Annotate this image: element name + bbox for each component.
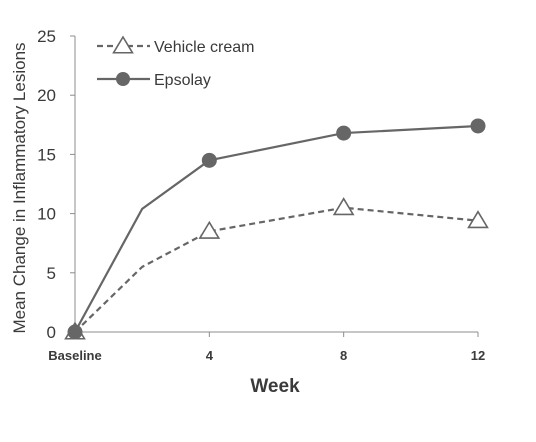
series-layer	[64, 118, 489, 340]
y-tick-label: 0	[47, 323, 56, 342]
legend-marker	[112, 35, 134, 54]
data-point	[67, 324, 83, 340]
data-point	[332, 197, 355, 216]
x-tick-label: 8	[340, 348, 347, 363]
data-point	[467, 210, 489, 229]
data-point	[470, 118, 486, 134]
y-tick-label: 25	[37, 27, 56, 46]
legend-label: Epsolay	[154, 72, 211, 89]
y-tick-label: 10	[37, 205, 56, 224]
y-ticks: 0 5 10 15 20 25	[37, 27, 75, 342]
data-point	[198, 220, 221, 239]
y-axis-title: Mean Change in Inflammatory Lesions	[10, 42, 29, 333]
x-tick-label: Baseline	[48, 348, 101, 363]
series-0	[64, 197, 489, 340]
legend-marker	[116, 72, 130, 86]
x-tick-label: 12	[471, 348, 485, 363]
data-point	[336, 125, 352, 141]
x-tick-label: 4	[206, 348, 214, 363]
x-ticks: Baseline 4 8 12	[48, 332, 485, 363]
y-tick-label: 20	[37, 86, 56, 105]
y-tick-label: 5	[47, 264, 56, 283]
series-line	[74, 124, 479, 333]
series-line	[74, 206, 479, 333]
x-axis-title: Week	[250, 376, 300, 397]
series-1	[67, 118, 486, 340]
legend-item-1: Epsolay	[97, 72, 211, 89]
legend-label: Vehicle cream	[154, 39, 255, 56]
legend: Vehicle cream Epsolay	[97, 35, 255, 89]
axes	[74, 36, 478, 333]
y-tick-label: 15	[37, 145, 56, 164]
legend-item-0: Vehicle cream	[97, 35, 255, 56]
data-point	[201, 152, 217, 168]
